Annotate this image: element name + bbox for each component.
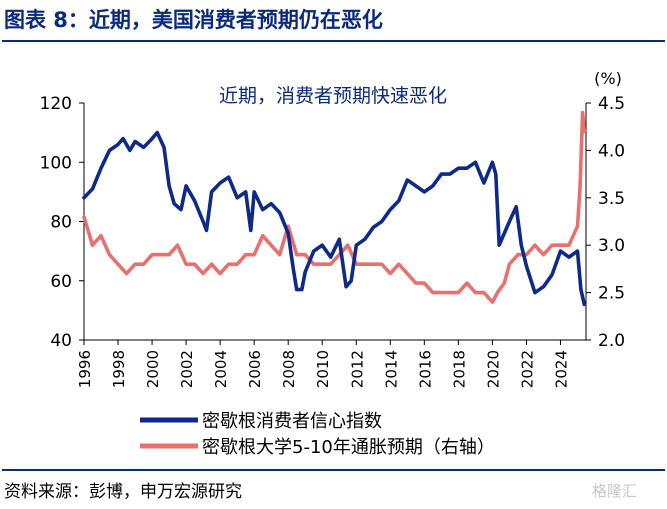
x-tick-label: 1996 [76, 350, 94, 388]
right-tick-label: 2.0 [598, 331, 625, 351]
right-axis-unit: (%) [594, 69, 622, 88]
plot-area: 40 60 80 100 120 2.0 2.5 3.0 3.5 4.0 4.5 1996 1998 20… [40, 94, 626, 388]
legend-label-sentiment: 密歇根消费者信心指数 [202, 411, 382, 432]
series-line-inflation-expectation [82, 110, 587, 304]
source-note: 资料来源：彭博，申万宏源研究 [4, 482, 242, 502]
x-tick-label: 2004 [212, 350, 230, 388]
x-tick-label: 2000 [144, 350, 162, 388]
right-tick-label: 3.0 [598, 236, 625, 256]
series-line-sentiment [82, 130, 587, 307]
x-tick-label: 2010 [314, 350, 332, 388]
right-tick-label: 4.5 [598, 94, 625, 114]
x-tick-label: 2006 [246, 350, 264, 388]
x-tick-label: 2020 [484, 350, 502, 388]
x-tick-label: 2024 [552, 350, 570, 388]
left-tick-label: 80 [50, 213, 72, 233]
x-tick-label: 2008 [280, 350, 298, 388]
x-tick-label: 2016 [416, 350, 434, 388]
x-tick-label: 2018 [450, 350, 468, 388]
x-tick-label: 2022 [518, 350, 536, 388]
left-tick-label: 40 [50, 331, 72, 351]
left-tick-label: 100 [40, 153, 72, 173]
x-tick-label: 2002 [178, 350, 196, 388]
figure-title: 图表 8：近期，美国消费者预期仍在恶化 [4, 8, 383, 32]
x-tick-label: 1998 [110, 350, 128, 388]
bottom-rule [2, 469, 665, 471]
chart-title: 近期，消费者预期快速恶化 [219, 85, 447, 107]
right-tick-label: 2.5 [598, 284, 625, 304]
legend-label-inflation: 密歇根大学5-10年通胀预期（右轴） [202, 437, 495, 458]
watermark: 格隆汇 [592, 482, 638, 500]
left-tick-label: 120 [40, 94, 72, 114]
x-tick-label: 2012 [348, 350, 366, 388]
top-rule [2, 40, 665, 42]
left-tick-label: 60 [50, 272, 72, 292]
right-tick-label: 3.5 [598, 189, 625, 209]
right-tick-label: 4.0 [598, 141, 625, 161]
x-tick-label: 2014 [382, 350, 400, 388]
